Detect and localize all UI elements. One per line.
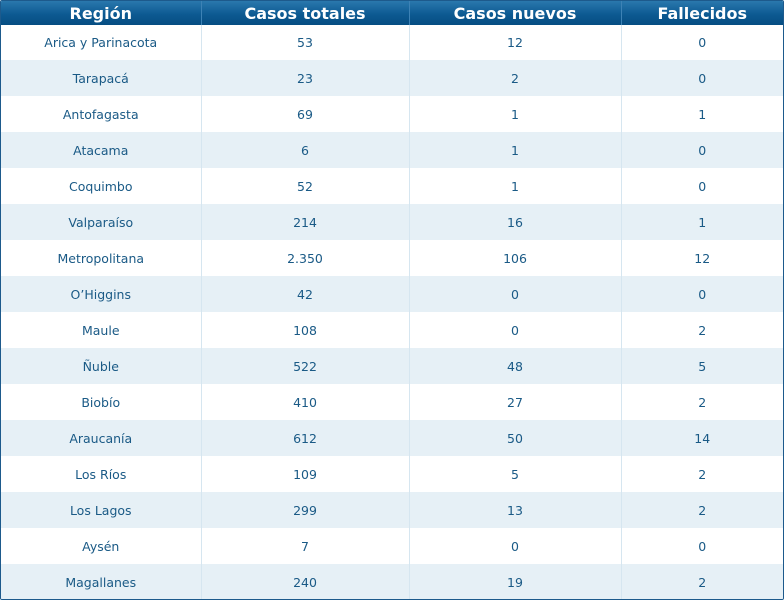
- region-cell: Aysén: [1, 528, 201, 564]
- region-cell: Magallanes: [1, 564, 201, 599]
- new-cases-cell: 1: [408, 132, 621, 168]
- table-header: Región Casos totales Casos nuevos Fallec…: [1, 1, 783, 25]
- table-row: Valparaíso 214 16 1: [1, 204, 783, 240]
- deaths-cell: 2: [620, 456, 783, 492]
- column-header-new-cases: Casos nuevos: [408, 1, 621, 25]
- new-cases-cell: 50: [408, 420, 621, 456]
- deaths-cell: 2: [620, 492, 783, 528]
- deaths-cell: 14: [620, 420, 783, 456]
- new-cases-cell: 5: [408, 456, 621, 492]
- table-row: O’Higgins 42 0 0: [1, 276, 783, 312]
- table-row: Araucanía 612 50 14: [1, 420, 783, 456]
- total-cases-cell: 42: [200, 276, 409, 312]
- region-cell: Antofagasta: [1, 96, 201, 132]
- total-cases-cell: 108: [200, 312, 409, 348]
- region-cell: Arica y Parinacota: [1, 25, 201, 60]
- region-cell: Araucanía: [1, 420, 201, 456]
- region-cell: Metropolitana: [1, 240, 201, 276]
- deaths-cell: 12: [620, 240, 783, 276]
- deaths-cell: 2: [620, 384, 783, 420]
- column-header-total-cases: Casos totales: [200, 1, 409, 25]
- region-cell: Ñuble: [1, 348, 201, 384]
- deaths-cell: 0: [620, 168, 783, 204]
- table-row: Antofagasta 69 1 1: [1, 96, 783, 132]
- new-cases-cell: 1: [408, 96, 621, 132]
- table-row: Tarapacá 23 2 0: [1, 60, 783, 96]
- table-row: Coquimbo 52 1 0: [1, 168, 783, 204]
- deaths-cell: 1: [620, 204, 783, 240]
- deaths-cell: 1: [620, 96, 783, 132]
- new-cases-cell: 0: [408, 528, 621, 564]
- column-header-deaths: Fallecidos: [620, 1, 783, 25]
- table-row: Los Ríos 109 5 2: [1, 456, 783, 492]
- new-cases-cell: 0: [408, 312, 621, 348]
- deaths-cell: 0: [620, 25, 783, 60]
- total-cases-cell: 69: [200, 96, 409, 132]
- region-cell: O’Higgins: [1, 276, 201, 312]
- total-cases-cell: 52: [200, 168, 409, 204]
- new-cases-cell: 1: [408, 168, 621, 204]
- total-cases-cell: 299: [200, 492, 409, 528]
- table-row: Magallanes 240 19 2: [1, 564, 783, 599]
- new-cases-cell: 12: [408, 25, 621, 60]
- table-row: Ñuble 522 48 5: [1, 348, 783, 384]
- total-cases-cell: 109: [200, 456, 409, 492]
- table-row: Arica y Parinacota 53 12 0: [1, 25, 783, 60]
- total-cases-cell: 522: [200, 348, 409, 384]
- new-cases-cell: 0: [408, 276, 621, 312]
- region-cell: Maule: [1, 312, 201, 348]
- total-cases-cell: 612: [200, 420, 409, 456]
- deaths-cell: 2: [620, 564, 783, 599]
- new-cases-cell: 16: [408, 204, 621, 240]
- total-cases-cell: 214: [200, 204, 409, 240]
- table-row: Atacama 6 1 0: [1, 132, 783, 168]
- deaths-cell: 2: [620, 312, 783, 348]
- new-cases-cell: 106: [408, 240, 621, 276]
- table-row: Aysén 7 0 0: [1, 528, 783, 564]
- deaths-cell: 5: [620, 348, 783, 384]
- deaths-cell: 0: [620, 60, 783, 96]
- deaths-cell: 0: [620, 528, 783, 564]
- region-cell: Valparaíso: [1, 204, 201, 240]
- new-cases-cell: 48: [408, 348, 621, 384]
- new-cases-cell: 13: [408, 492, 621, 528]
- deaths-cell: 0: [620, 276, 783, 312]
- new-cases-cell: 19: [408, 564, 621, 599]
- total-cases-cell: 6: [200, 132, 409, 168]
- region-cell: Los Lagos: [1, 492, 201, 528]
- column-header-region: Región: [1, 1, 201, 25]
- region-cell: Biobío: [1, 384, 201, 420]
- total-cases-cell: 53: [200, 25, 409, 60]
- region-cell: Atacama: [1, 132, 201, 168]
- region-cell: Coquimbo: [1, 168, 201, 204]
- table-row: Biobío 410 27 2: [1, 384, 783, 420]
- table-body: Arica y Parinacota 53 12 0 Tarapacá 23 2…: [1, 25, 783, 599]
- region-cell: Tarapacá: [1, 60, 201, 96]
- new-cases-cell: 27: [408, 384, 621, 420]
- total-cases-cell: 7: [200, 528, 409, 564]
- header-row: Región Casos totales Casos nuevos Fallec…: [1, 1, 783, 25]
- total-cases-cell: 410: [200, 384, 409, 420]
- total-cases-cell: 23: [200, 60, 409, 96]
- table-row: Maule 108 0 2: [1, 312, 783, 348]
- region-cell: Los Ríos: [1, 456, 201, 492]
- deaths-cell: 0: [620, 132, 783, 168]
- new-cases-cell: 2: [408, 60, 621, 96]
- table-row: Metropolitana 2.350 106 12: [1, 240, 783, 276]
- table-row: Los Lagos 299 13 2: [1, 492, 783, 528]
- total-cases-cell: 240: [200, 564, 409, 599]
- total-cases-cell: 2.350: [200, 240, 409, 276]
